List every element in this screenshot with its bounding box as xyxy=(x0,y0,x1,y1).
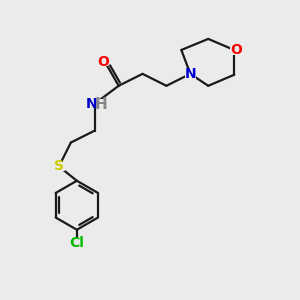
FancyBboxPatch shape xyxy=(98,57,108,66)
Text: N: N xyxy=(85,97,97,111)
FancyBboxPatch shape xyxy=(53,162,65,171)
Text: O: O xyxy=(97,55,109,69)
FancyBboxPatch shape xyxy=(184,69,196,79)
FancyBboxPatch shape xyxy=(70,239,84,248)
Text: S: S xyxy=(54,159,64,173)
Text: O: O xyxy=(230,43,242,57)
Text: N: N xyxy=(184,67,196,81)
Text: H: H xyxy=(95,98,108,112)
Text: Cl: Cl xyxy=(69,236,84,250)
FancyBboxPatch shape xyxy=(86,99,103,109)
FancyBboxPatch shape xyxy=(230,45,242,55)
